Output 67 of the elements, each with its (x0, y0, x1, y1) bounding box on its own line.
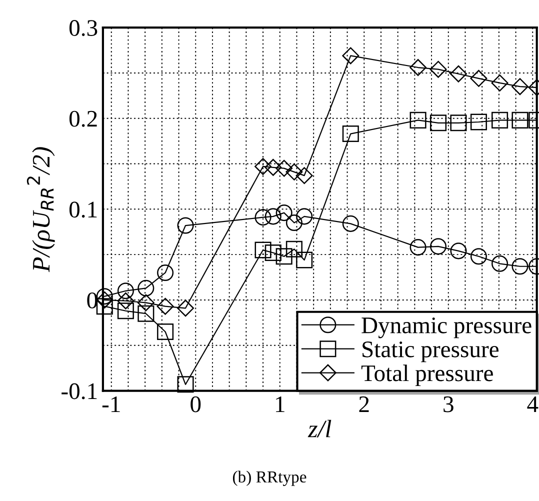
x-tick-label: 1 (276, 396, 284, 412)
legend-label: Total pressure (361, 364, 493, 386)
point (450, 65, 467, 82)
y-axis-title: P/(ρU$_{RR}$$^{2}$/2) (26, 147, 55, 272)
y-tick-label: 0.1 (69, 202, 97, 218)
y-tick-label: 0.2 (69, 110, 97, 127)
point (254, 209, 272, 226)
point (157, 264, 174, 281)
point (296, 167, 313, 184)
point (264, 208, 282, 225)
point (177, 376, 194, 393)
point (286, 240, 302, 258)
point (450, 114, 467, 132)
point (470, 248, 487, 265)
point (96, 288, 113, 305)
point (276, 248, 292, 265)
point (296, 208, 313, 225)
point (138, 305, 154, 322)
point (470, 114, 487, 130)
x-tick-label: 4 (527, 396, 538, 412)
point (492, 112, 508, 128)
x-tick-label: 2 (359, 396, 369, 412)
point (117, 282, 134, 300)
point (470, 70, 488, 87)
point (264, 244, 282, 262)
point (410, 239, 426, 256)
point (492, 255, 508, 272)
point (491, 74, 508, 92)
point (450, 242, 467, 260)
point (177, 300, 194, 317)
point (342, 126, 359, 142)
legend-label: Dynamic pressure (362, 317, 532, 338)
point (286, 163, 303, 180)
point (137, 294, 154, 312)
point (254, 158, 272, 175)
x-axis-title: z/l (308, 420, 332, 438)
point (410, 112, 426, 128)
text: (b) RRtype (232, 470, 306, 486)
point (342, 47, 360, 64)
point (96, 298, 113, 315)
x-tick-label: -1 (102, 396, 120, 412)
point (117, 292, 134, 310)
point (512, 112, 528, 128)
point (430, 114, 447, 132)
x-tick-label: 0 (190, 396, 201, 412)
y-tick-label: -0.1 (62, 383, 97, 400)
point (276, 160, 293, 177)
point (254, 242, 272, 258)
x-tick-label: 3 (444, 396, 454, 412)
point (296, 252, 313, 268)
point (177, 217, 194, 234)
point (410, 59, 427, 76)
point (156, 298, 174, 315)
point (430, 60, 447, 78)
point (157, 323, 174, 340)
point (512, 78, 528, 96)
point (117, 302, 134, 320)
point (430, 238, 447, 255)
y-tick-label: 0.3 (69, 20, 98, 36)
point (342, 215, 359, 232)
point (276, 204, 292, 222)
point (138, 280, 154, 296)
point (286, 214, 302, 232)
point (96, 291, 114, 308)
legend-label: Static pressure (362, 341, 499, 362)
point (264, 158, 282, 176)
point (512, 258, 528, 275)
